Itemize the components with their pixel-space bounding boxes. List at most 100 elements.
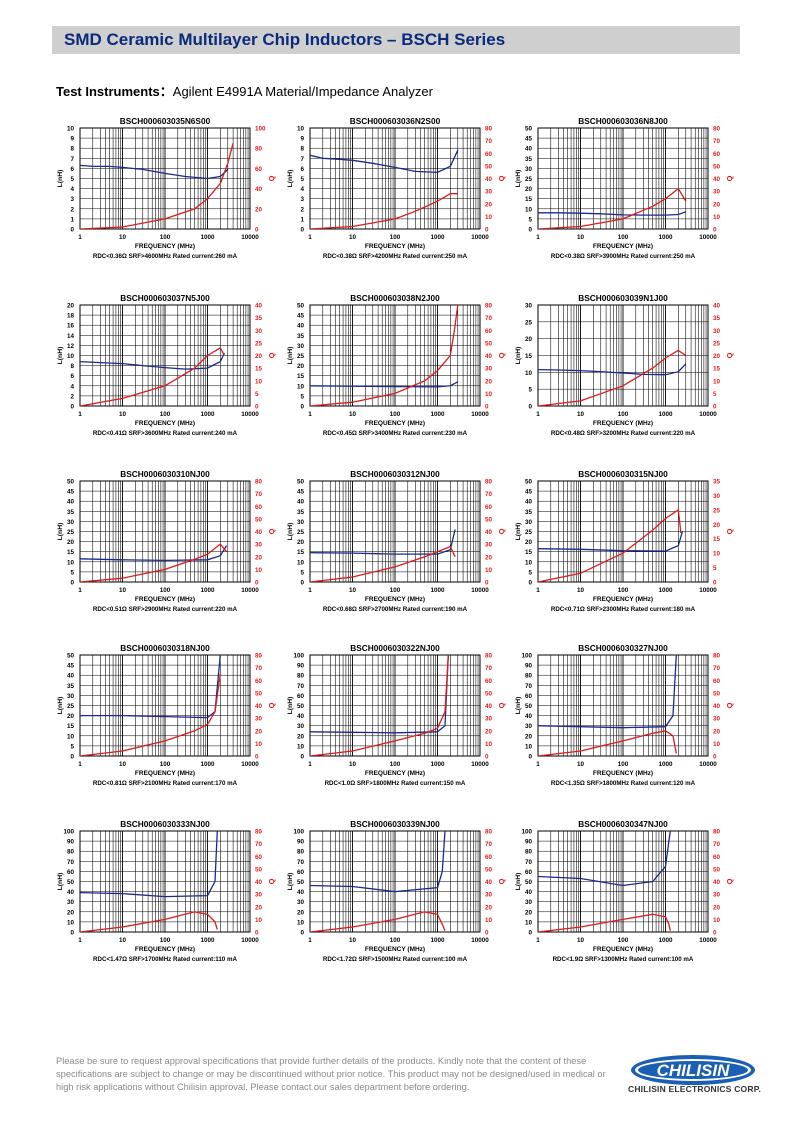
y-tick-label: 8 xyxy=(70,146,74,153)
y-tick-label: 10 xyxy=(67,353,75,360)
inductance-series xyxy=(80,352,225,370)
y-tick-label: 25 xyxy=(67,529,75,536)
x-tick-label: 10 xyxy=(119,411,127,418)
y2-tick-label: 0 xyxy=(485,580,489,587)
y-axis-label: L(nH) xyxy=(287,697,294,715)
y2-tick-label: 70 xyxy=(485,491,493,498)
x-tick-label: 1 xyxy=(308,587,312,594)
y2-tick-label: 0 xyxy=(255,930,259,937)
x-tick-label: 100 xyxy=(160,937,171,944)
x-axis-label: FREQUENCY (MHz) xyxy=(365,420,425,427)
y-tick-label: 50 xyxy=(297,879,305,886)
x-tick-label: 10 xyxy=(577,937,585,944)
y2-tick-label: 20 xyxy=(713,904,721,911)
x-tick-label: 100 xyxy=(390,411,401,418)
y2-tick-label: 80 xyxy=(255,653,263,660)
y-tick-label: 10 xyxy=(525,559,533,566)
y2-tick-label: 60 xyxy=(255,678,263,685)
y2-tick-label: 30 xyxy=(255,716,263,723)
y2-tick-label: 40 xyxy=(485,703,493,710)
y-tick-label: 100 xyxy=(293,829,304,836)
x-tick-label: 100 xyxy=(390,937,401,944)
chart-caption: RDC<0.45Ω SRF>3400MHz Rated current:230 … xyxy=(323,430,468,437)
x-axis-label: FREQUENCY (MHz) xyxy=(365,596,425,603)
y-tick-label: 50 xyxy=(525,479,533,486)
y-tick-label: 10 xyxy=(67,733,75,740)
x-tick-label: 1000 xyxy=(658,587,673,594)
x-tick-label: 1000 xyxy=(430,411,445,418)
q-series xyxy=(80,673,221,756)
y2-tick-label: 70 xyxy=(255,491,263,498)
y2-tick-label: 60 xyxy=(255,504,263,511)
y-tick-label: 40 xyxy=(67,673,75,680)
footer-disclaimer: Please be sure to request approval speci… xyxy=(56,1056,606,1092)
chart-8: 0 5 10 15 20 25 30 35 40 45 50 0 10 20 30 40 50 60 70 80 1 10… xyxy=(287,469,506,613)
y2-tick-label: 20 xyxy=(255,353,263,360)
y2-tick-label: 10 xyxy=(255,741,263,748)
y-tick-label: 0 xyxy=(528,227,532,234)
y-tick-label: 10 xyxy=(525,743,533,750)
y-tick-label: 20 xyxy=(525,733,533,740)
q-series xyxy=(538,508,682,582)
y-axis-label: L(nH) xyxy=(287,170,294,188)
y2-tick-label: 50 xyxy=(485,340,493,347)
y2-tick-label: 40 xyxy=(713,703,721,710)
x-axis-label: FREQUENCY (MHz) xyxy=(135,420,195,427)
y-tick-label: 30 xyxy=(67,899,75,906)
chart-title: BSCH000603037N5J00 xyxy=(120,293,210,303)
chart-title: BSCH0006030339NJ00 xyxy=(350,819,440,829)
y-tick-label: 20 xyxy=(525,336,533,343)
y-tick-label: 10 xyxy=(297,919,305,926)
y-tick-label: 25 xyxy=(297,529,305,536)
y-tick-label: 20 xyxy=(297,363,305,370)
y2-tick-label: 30 xyxy=(485,716,493,723)
chart-title: BSCH0006030310NJ00 xyxy=(120,469,210,479)
y-tick-label: 40 xyxy=(297,889,305,896)
x-tick-label: 10000 xyxy=(699,234,717,241)
y2-tick-label: 10 xyxy=(713,741,721,748)
chilisin-logo: CHILISIN xyxy=(631,1055,755,1085)
test-instruments-label: Test Instruments： xyxy=(56,84,173,99)
y-axis-label: L(nH) xyxy=(57,347,64,365)
x-tick-label: 100 xyxy=(390,587,401,594)
y-tick-label: 0 xyxy=(528,930,532,937)
y2-tick-label: 5 xyxy=(713,391,717,398)
y-tick-label: 80 xyxy=(67,849,75,856)
inductance-series xyxy=(538,655,677,729)
x-tick-label: 100 xyxy=(618,234,629,241)
y-tick-label: 10 xyxy=(297,559,305,566)
x-tick-label: 100 xyxy=(390,761,401,768)
y2-axis-label: Q xyxy=(725,702,734,708)
y-tick-label: 50 xyxy=(525,703,533,710)
x-axis-label: FREQUENCY (MHz) xyxy=(365,243,425,250)
y-tick-label: 40 xyxy=(297,499,305,506)
y2-tick-label: 30 xyxy=(713,716,721,723)
chart-caption: RDC<1.47Ω SRF>1700MHz Rated current:110 … xyxy=(93,956,237,963)
x-tick-label: 100 xyxy=(618,587,629,594)
y-tick-label: 100 xyxy=(521,829,532,836)
x-axis-label: FREQUENCY (MHz) xyxy=(593,243,653,250)
x-axis-label: FREQUENCY (MHz) xyxy=(135,946,195,953)
y2-axis-label: Q xyxy=(497,702,506,708)
y-tick-label: 45 xyxy=(297,313,305,320)
y2-tick-label: 60 xyxy=(713,854,721,861)
q-series xyxy=(310,193,458,229)
x-tick-label: 10000 xyxy=(241,761,259,768)
x-tick-label: 10000 xyxy=(699,761,717,768)
x-tick-label: 10 xyxy=(119,937,127,944)
y-tick-label: 35 xyxy=(297,333,305,340)
y2-tick-label: 70 xyxy=(485,841,493,848)
y-tick-label: 0 xyxy=(70,227,74,234)
y-tick-label: 90 xyxy=(67,839,75,846)
y-tick-label: 70 xyxy=(297,859,305,866)
y2-tick-label: 10 xyxy=(255,917,263,924)
y-axis-label: L(nH) xyxy=(515,697,522,715)
chart-caption: RDC<0.41Ω SRF>3600MHz Rated current:240 … xyxy=(93,430,238,437)
x-tick-label: 1 xyxy=(536,587,540,594)
y-axis-label: L(nH) xyxy=(287,347,294,365)
y-tick-label: 10 xyxy=(525,919,533,926)
y-tick-label: 1 xyxy=(300,216,304,223)
chart-title: BSCH000603036N2S00 xyxy=(350,116,441,126)
y2-tick-label: 70 xyxy=(255,665,263,672)
plot-frame xyxy=(309,480,481,583)
